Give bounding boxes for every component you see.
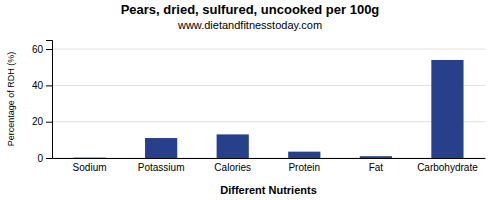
tick-label: 0 [37, 153, 43, 164]
y-axis: 0 20 40 60 [32, 41, 53, 164]
tick: 0 [37, 153, 52, 164]
x-axis-title: Different Nutrients [220, 184, 317, 196]
tick-mark [46, 49, 52, 50]
title: Pears, dried, sulfured, uncooked per 100… [121, 2, 380, 17]
tick-label: Sodium [73, 162, 107, 173]
grid-line [52, 49, 485, 50]
tick-label: Calories [214, 162, 251, 173]
subtitle: www.dietandfitnesstoday.com [177, 19, 322, 31]
bar [360, 156, 392, 158]
grid-line [52, 121, 485, 122]
grid-line [52, 85, 485, 86]
tick: Sodium [73, 162, 107, 173]
bars [73, 60, 463, 158]
bar [288, 152, 320, 158]
plot: Sodium Potassium Calories Protein Fat Carbohy… [32, 41, 486, 174]
tick: 40 [32, 80, 52, 91]
axis-line [53, 158, 486, 159]
tick-label: 40 [32, 80, 44, 91]
bar [431, 60, 463, 158]
tick: 60 [32, 44, 52, 55]
bar [217, 134, 249, 158]
tick-label: 60 [32, 44, 44, 55]
x-axis: Sodium Potassium Calories Protein Fat Carbohy… [53, 159, 486, 174]
tick: Carbohydrate [417, 162, 478, 173]
tick: Protein [288, 162, 320, 173]
tick-label: 20 [32, 116, 44, 127]
tick-mark [46, 158, 52, 159]
grid [52, 49, 485, 158]
axis-line [46, 41, 53, 159]
grid-line [52, 158, 485, 159]
bar [145, 138, 177, 158]
tick: 20 [32, 116, 52, 127]
bar [73, 157, 105, 158]
tick: Calories [214, 162, 251, 173]
chart: Sodium Potassium Calories Protein Fat Carbohy… [0, 0, 500, 200]
y-axis-title: Percentage of RDH (%) [6, 52, 16, 147]
tick-mark [46, 85, 52, 86]
tick: Fat [369, 162, 384, 173]
tick-mark [46, 122, 52, 123]
tick-label: Carbohydrate [417, 162, 478, 173]
tick: Potassium [138, 162, 185, 173]
tick-label: Protein [288, 162, 320, 173]
tick-label: Fat [369, 162, 384, 173]
tick-label: Potassium [138, 162, 185, 173]
